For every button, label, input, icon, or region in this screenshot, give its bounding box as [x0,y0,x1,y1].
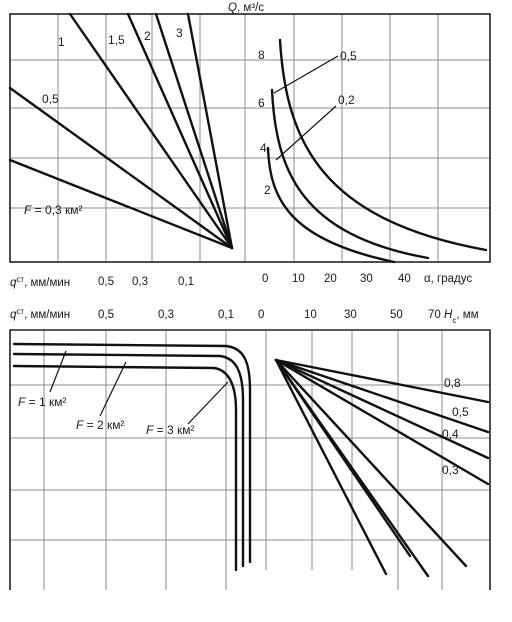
series-line-0-5 [8,86,234,250]
bottom-right-series [274,358,490,578]
series-label-q-0-2: 0,2 [338,93,355,107]
top-right-labels: 8 6 4 2 0,5 0,2 [258,48,357,197]
bottom-right-x-tick-0: 0 [258,309,264,321]
curve-middle [270,88,430,260]
line-0-3 [274,358,490,486]
top-left-series [8,12,234,250]
series-line-1 [68,12,234,250]
bottom-left-x-tick-0-5: 0,5 [98,309,114,321]
top-grid [9,13,491,263]
top-left-x-tick-0-1: 0,1 [178,276,194,288]
top-right-xlabel: α, градус [424,273,472,285]
bottom-x-axis: qст, мм/мин 0,5 0,3 0,1 0 10 30 50 70 Hc… [10,307,479,325]
bottom-left-x-tick-0-3: 0,3 [158,309,174,321]
y-tick-2: 2 [264,183,271,197]
top-x-axis: qст, мм/мин 0,5 0,3 0,1 0 10 20 30 40 α,… [10,273,472,289]
series-label-f-1: F = 1 км² [18,395,67,409]
bottom-left-xlabel: qст, мм/мин [10,307,70,322]
curve-inner [266,146,396,264]
leader-f-1 [49,350,67,393]
bottom-left-labels: F = 1 км² F = 2 км² F = 3 км² [18,395,195,437]
top-right-ylabel: Q, м³/с [228,2,264,14]
series-label-q-0-5: 0,5 [340,49,357,63]
curve-f-1 [12,342,252,564]
bottom-left-series [12,342,252,572]
top-right-x-tick-30: 30 [360,273,373,285]
line-0-5 [274,358,490,434]
series-label-f-0-3: F = 0,3 км² [24,203,83,217]
leader-0-2 [275,105,337,161]
leader-f-3 [187,381,229,425]
series-line-3 [186,12,234,250]
top-right-x-tick-20: 20 [324,273,337,285]
line-0-8 [274,358,490,404]
leader-f-2 [99,361,127,417]
bottom-right-labels: 0,8 0,5 0,4 0,3 [442,376,469,477]
top-panel: 1 1,5 2 3 0,5 F = 0,3 км² 8 6 4 2 0,5 0,… [8,2,491,289]
top-right-series [266,38,488,264]
bottom-right-x-tick-30: 30 [344,309,357,321]
y-tick-6: 6 [258,96,265,110]
scan-blank-area [256,570,356,600]
series-label-f-2: F = 2 км² [76,418,125,432]
series-label-0-5: 0,5 [42,92,59,106]
top-right-x-tick-10: 10 [292,273,305,285]
series-label-f-3: F = 3 км² [146,423,195,437]
series-label-3: 3 [176,26,183,40]
bottom-left-x-tick-0-1: 0,1 [218,309,234,321]
series-label-1: 1 [58,35,65,49]
series-label-1-5: 1,5 [108,33,125,47]
top-left-xlabel: qст, мм/мин [10,275,70,290]
bottom-right-x-tick-10: 10 [304,309,317,321]
series-label-0-5b: 0,5 [452,405,469,419]
leader-0-5 [273,55,339,94]
line-0-4 [274,358,490,460]
top-left-labels: 1 1,5 2 3 0,5 F = 0,3 км² [24,26,183,217]
series-label-2: 2 [144,29,151,43]
top-right-x-tick-40: 40 [398,273,411,285]
series-label-0-3: 0,3 [442,463,459,477]
curve-f-3 [12,364,238,572]
y-tick-4: 4 [260,141,267,155]
y-tick-8: 8 [258,48,265,62]
series-line-1-5 [126,12,234,250]
bottom-right-x-tick-70: 70 [428,309,441,321]
line-steep-3 [274,358,412,558]
top-left-x-tick-0-3: 0,3 [132,276,148,288]
series-line-f-0-3 [8,158,234,250]
top-left-x-tick-0-5: 0,5 [98,276,114,288]
line-steep-1 [274,358,468,568]
line-steep-4 [274,358,388,576]
bottom-panel: qст, мм/мин 0,5 0,3 0,1 0 10 30 50 70 Hc… [9,307,491,600]
curve-f-2 [12,352,245,568]
series-label-0-4: 0,4 [442,427,459,441]
bottom-right-x-tick-50: 50 [390,309,403,321]
bottom-right-xlabel: Hc, мм [444,309,479,325]
series-label-0-8: 0,8 [444,376,461,390]
curve-outer [278,38,488,252]
series-line-2 [154,12,234,250]
top-right-x-tick-0: 0 [262,273,268,285]
